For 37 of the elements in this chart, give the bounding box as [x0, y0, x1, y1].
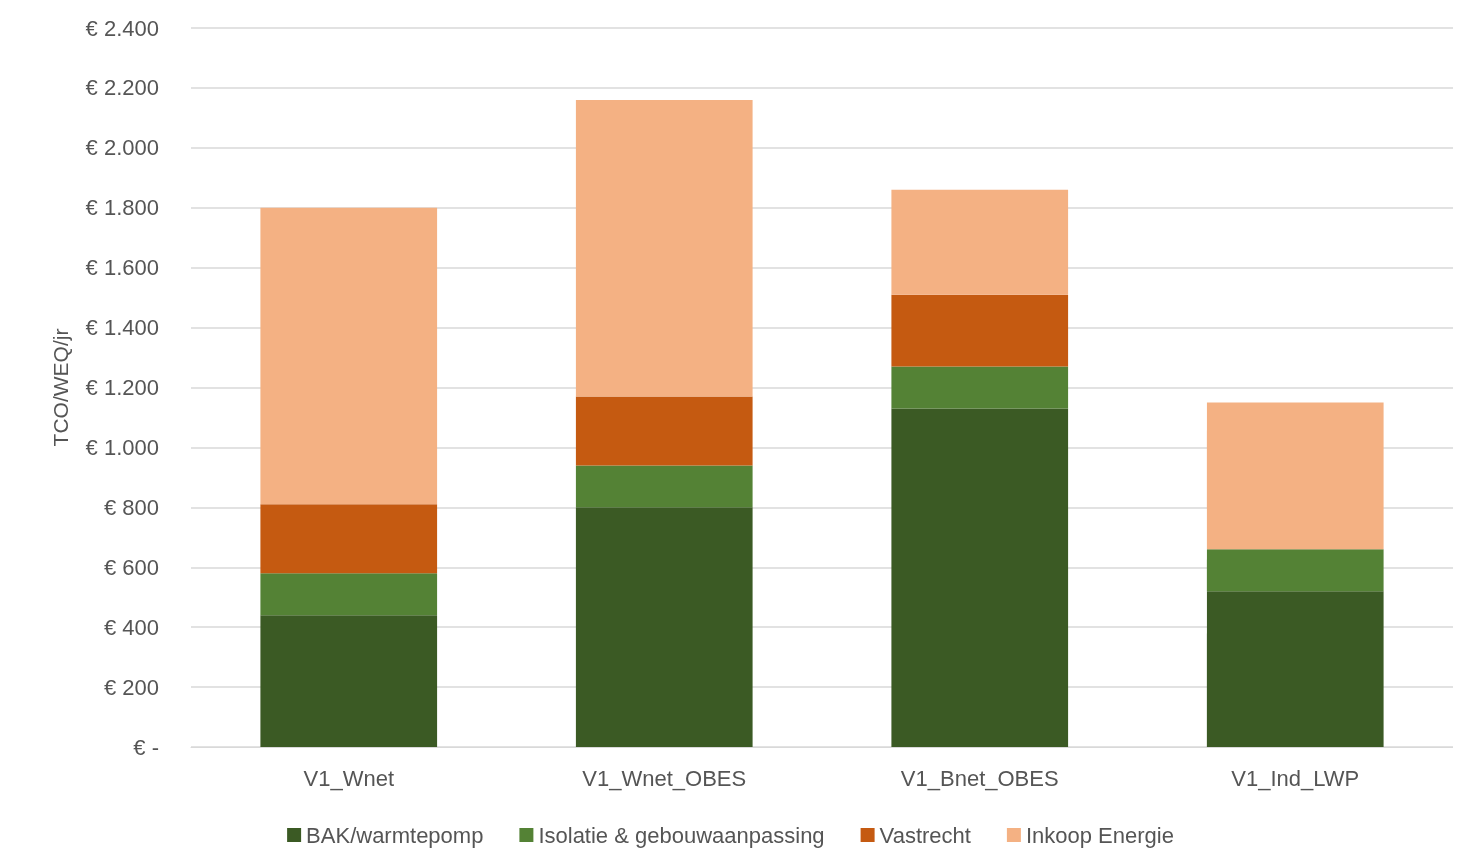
x-tick-label: V1_Wnet — [303, 765, 394, 791]
bar — [1206, 549, 1384, 592]
bar — [260, 504, 438, 574]
bar — [575, 465, 753, 508]
y-tick-label: € 600 — [103, 554, 159, 580]
y-tick-label: € 1.800 — [85, 195, 159, 221]
y-tick-label: € 1.200 — [85, 375, 159, 400]
bar — [575, 99, 753, 397]
bar — [891, 366, 1069, 409]
y-tick-label: € 2.400 — [85, 15, 159, 41]
x-tick-label: V1_Ind_LWP — [1231, 765, 1360, 791]
x-tick-label: V1_Bnet_OBES — [900, 765, 1059, 791]
y-tick-label: € 1.400 — [85, 315, 159, 341]
bar — [575, 396, 753, 466]
y-axis-title: TCO/WEQ/jr — [49, 328, 72, 447]
bar — [260, 207, 438, 505]
bar — [891, 189, 1069, 295]
bar — [891, 294, 1069, 367]
y-tick-label: € - — [133, 734, 159, 760]
bar — [1206, 402, 1384, 550]
y-tick-label: € 2.000 — [85, 135, 159, 161]
y-tick-label: € 400 — [103, 614, 159, 640]
legend-label: Vastrecht — [879, 822, 971, 848]
bar — [260, 615, 438, 747]
x-tick-label: V1_Wnet_OBES — [582, 765, 747, 791]
bar — [1206, 591, 1384, 747]
legend-label: Inkoop Energie — [1025, 822, 1174, 848]
legend-label: Isolatie & gebouwaanpassing — [538, 822, 825, 848]
bar — [891, 408, 1069, 747]
y-tick-label: € 2.200 — [85, 75, 159, 101]
y-tick-label: € 1.600 — [85, 255, 159, 281]
bar — [260, 573, 438, 616]
legend-label: BAK/warmtepomp — [306, 822, 484, 848]
y-tick-label: € 1.000 — [85, 434, 159, 460]
bar — [575, 507, 753, 747]
y-tick-label: € 800 — [103, 494, 159, 520]
y-tick-label: € 200 — [103, 674, 159, 700]
